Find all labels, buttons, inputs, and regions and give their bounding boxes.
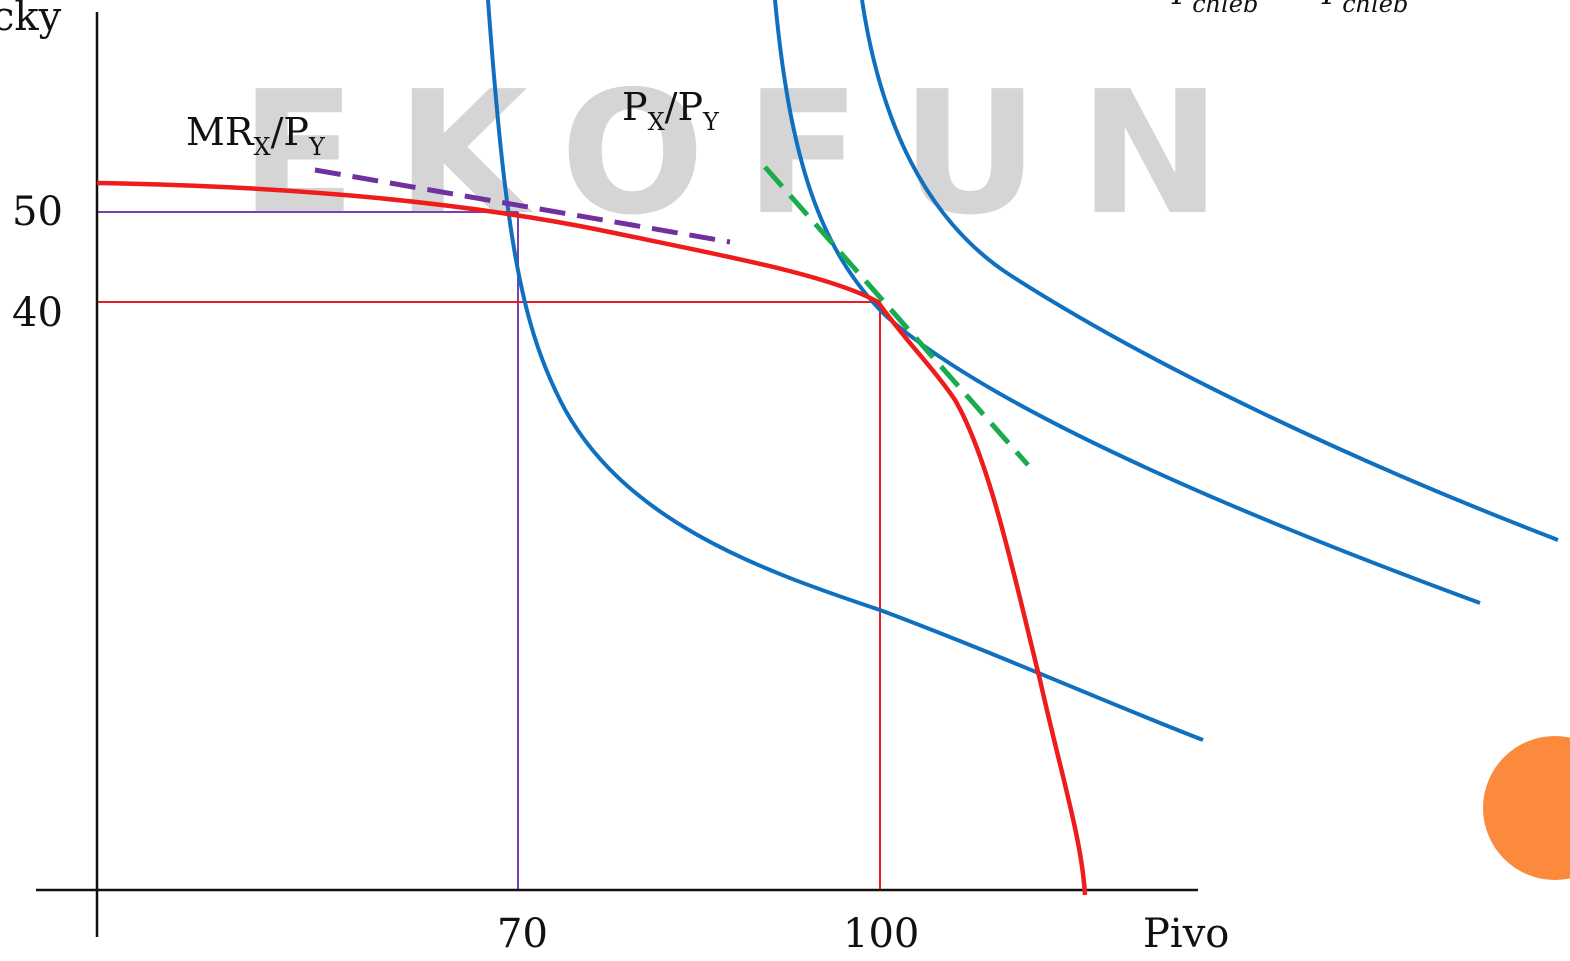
y-axis-label: cky <box>0 0 62 40</box>
orange-circle-decoration <box>1483 736 1570 880</box>
x-tick-label-70: 70 <box>497 911 548 957</box>
watermark-text: EKOFUN <box>240 55 1261 253</box>
formula-fragment-a: Pchleb <box>1171 0 1258 18</box>
y-tick-label-40: 40 <box>12 290 63 336</box>
price-ratio-label: PX/PY <box>622 85 720 136</box>
red-curve <box>96 180 1088 896</box>
px-label-main: P <box>622 85 648 129</box>
mr-label-main: MR <box>186 110 255 154</box>
x-tick-label-100: 100 <box>843 911 919 957</box>
px-label-sep: /P <box>665 85 703 129</box>
x-axis-label: Pivo <box>1143 911 1229 957</box>
px-label-sub2: Y <box>702 108 720 136</box>
px-label-sub: X <box>648 108 665 136</box>
price-tangent-dashed <box>763 165 1030 467</box>
mr-tangent-dashed <box>314 167 731 245</box>
mr-ratio-label: MRX/PY <box>186 110 326 161</box>
mr-label-sub2: Y <box>308 133 326 161</box>
mr-label-sep: /P <box>271 110 309 154</box>
indifference-curve-3 <box>860 0 1559 542</box>
formula-fragment-b: Pchleb <box>1321 0 1408 18</box>
mr-label-sub: X <box>254 133 271 161</box>
y-tick-label-50: 50 <box>12 189 63 235</box>
